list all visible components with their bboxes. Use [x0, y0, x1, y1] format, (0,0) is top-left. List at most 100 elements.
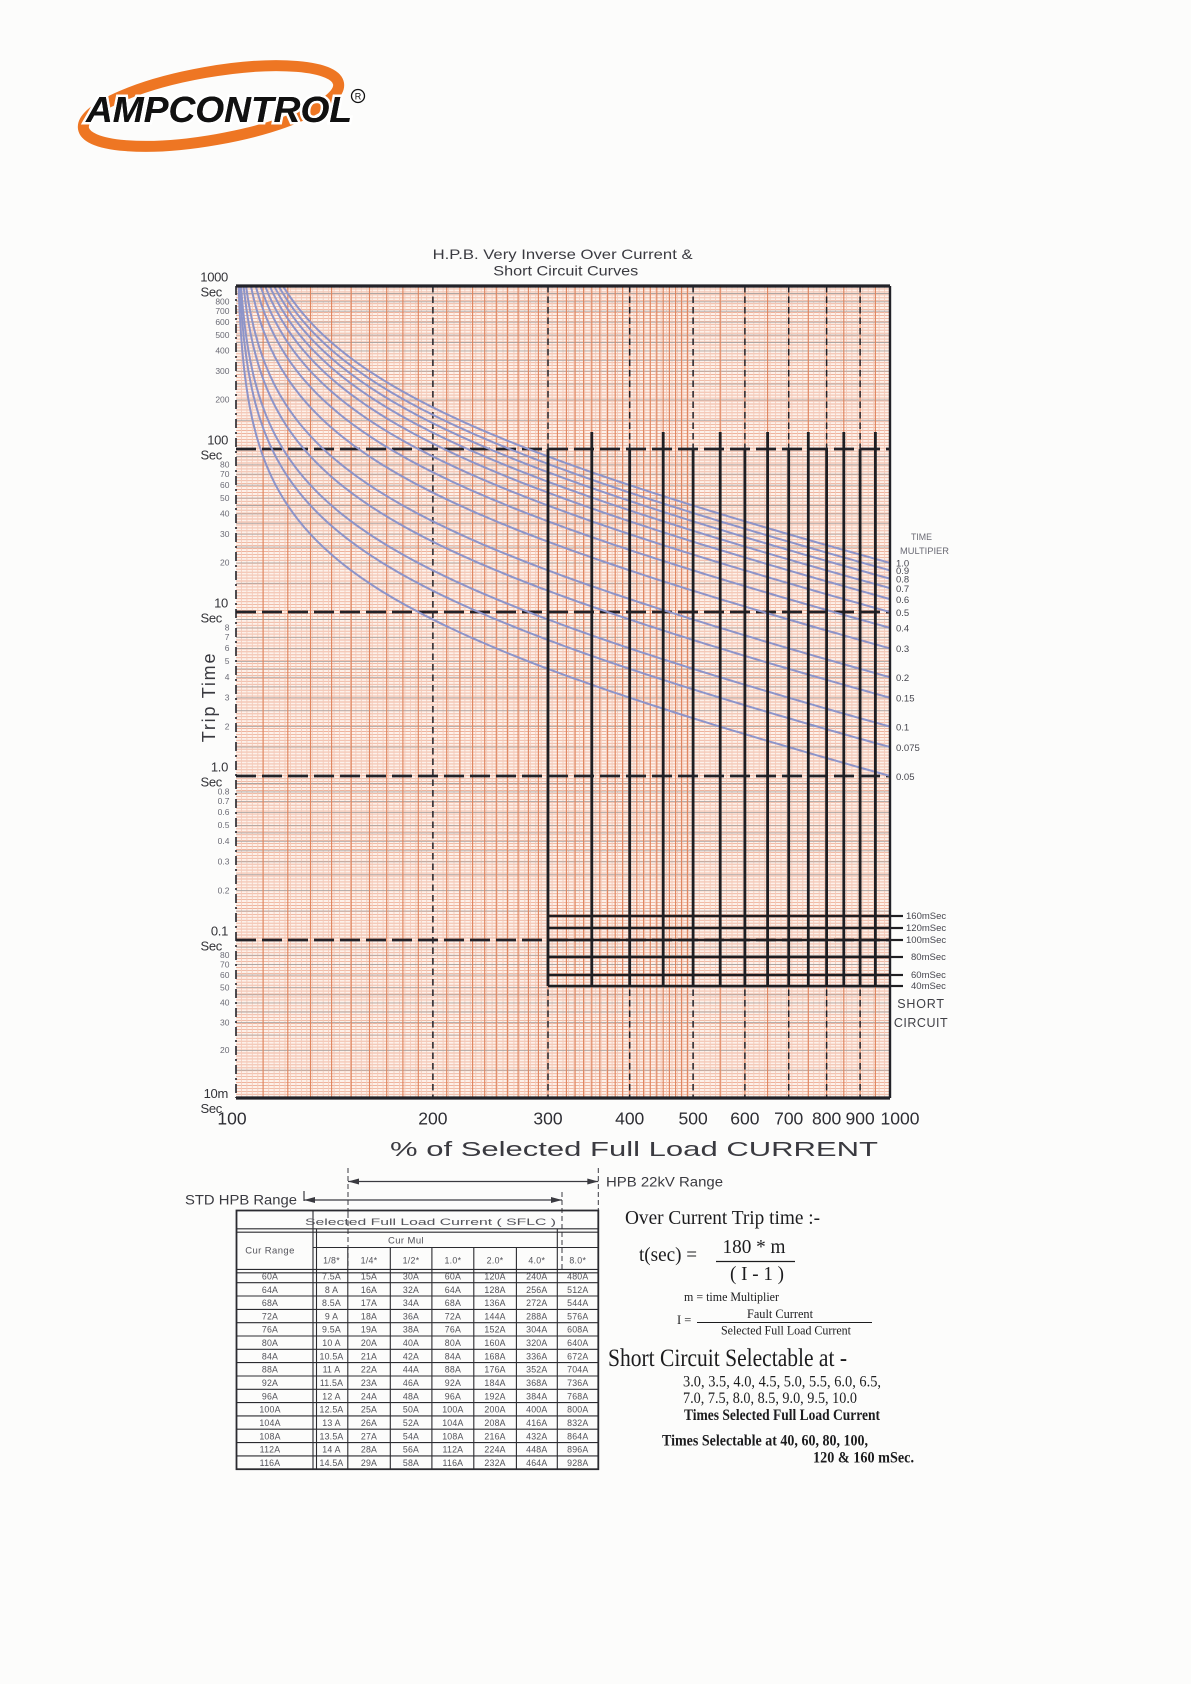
svg-text:104A: 104A — [442, 1418, 463, 1428]
svg-text:17A: 17A — [361, 1298, 377, 1308]
svg-text:12 A: 12 A — [322, 1391, 340, 1401]
svg-text:Sec: Sec — [200, 1101, 222, 1116]
svg-text:800: 800 — [812, 1109, 841, 1129]
svg-text:30: 30 — [220, 1017, 230, 1027]
svg-text:68A: 68A — [445, 1298, 461, 1308]
svg-text:80: 80 — [220, 460, 230, 470]
svg-text:Selected Full Load Current: Selected Full Load Current — [721, 1324, 852, 1338]
svg-text:500: 500 — [215, 330, 229, 340]
svg-text:76A: 76A — [445, 1325, 461, 1335]
svg-text:100A: 100A — [259, 1405, 280, 1415]
svg-text:0.5: 0.5 — [218, 820, 230, 830]
svg-text:40: 40 — [220, 998, 230, 1008]
svg-text:400: 400 — [615, 1109, 644, 1129]
svg-text:3.0, 3.5, 4.0, 4.5, 5.0, 5.5,: 3.0, 3.5, 4.0, 4.5, 5.0, 5.5, 6.0, 6.5, — [683, 1374, 881, 1391]
svg-text:0.1: 0.1 — [211, 924, 228, 939]
svg-text:232A: 232A — [484, 1458, 505, 1468]
svg-text:2.0*: 2.0* — [487, 1256, 504, 1266]
svg-text:72A: 72A — [262, 1311, 278, 1321]
svg-text:13 A: 13 A — [322, 1418, 340, 1428]
svg-text:3: 3 — [225, 693, 230, 703]
svg-text:60A: 60A — [262, 1272, 278, 1282]
svg-text:200A: 200A — [484, 1405, 505, 1415]
svg-text:Short Circuit Selectable at -: Short Circuit Selectable at - — [608, 1343, 847, 1372]
svg-text:7: 7 — [225, 632, 230, 642]
svg-text:32A: 32A — [403, 1285, 419, 1295]
svg-text:60: 60 — [220, 480, 230, 490]
svg-text:700: 700 — [215, 306, 229, 316]
svg-text:704A: 704A — [567, 1365, 588, 1375]
svg-text:14 A: 14 A — [322, 1445, 340, 1455]
svg-text:116A: 116A — [443, 1458, 464, 1468]
svg-text:34A: 34A — [403, 1298, 419, 1308]
svg-text:52A: 52A — [403, 1418, 419, 1428]
svg-text:m = time Multiplier: m = time Multiplier — [684, 1290, 780, 1304]
svg-text:25A: 25A — [361, 1405, 377, 1415]
svg-text:700: 700 — [774, 1109, 803, 1129]
svg-text:0.7: 0.7 — [218, 796, 230, 806]
svg-text:184A: 184A — [484, 1378, 505, 1388]
svg-text:Sec: Sec — [200, 448, 222, 463]
svg-text:I =: I = — [677, 1313, 691, 1327]
svg-text:12.5A: 12.5A — [320, 1405, 344, 1415]
svg-text:0.05: 0.05 — [896, 772, 915, 783]
svg-text:100: 100 — [207, 433, 228, 448]
svg-text:t(sec) =: t(sec) = — [639, 1244, 697, 1266]
svg-text:10.5A: 10.5A — [320, 1351, 344, 1361]
svg-text:384A: 384A — [526, 1391, 547, 1401]
svg-text:18A: 18A — [361, 1311, 377, 1321]
svg-text:Times Selected Full Load Curre: Times Selected Full Load Current — [684, 1407, 881, 1424]
svg-text:Sec: Sec — [200, 611, 222, 626]
svg-text:23A: 23A — [361, 1378, 377, 1388]
svg-text:15A: 15A — [361, 1272, 377, 1282]
svg-text:60A: 60A — [445, 1272, 461, 1282]
svg-text:88A: 88A — [262, 1365, 278, 1375]
svg-text:768A: 768A — [567, 1391, 588, 1401]
svg-text:1/4*: 1/4* — [361, 1256, 378, 1266]
svg-text:6: 6 — [225, 643, 230, 653]
svg-text:7.5A: 7.5A — [322, 1272, 341, 1282]
svg-text:Sec: Sec — [200, 285, 222, 300]
svg-text:120mSec: 120mSec — [906, 923, 946, 934]
svg-text:8.0*: 8.0* — [569, 1256, 586, 1266]
svg-text:50: 50 — [220, 982, 230, 992]
svg-text:608A: 608A — [567, 1325, 588, 1335]
svg-text:60mSec: 60mSec — [911, 970, 946, 981]
svg-text:4.0*: 4.0* — [528, 1256, 545, 1266]
svg-text:152A: 152A — [484, 1325, 505, 1335]
svg-text:9 A: 9 A — [325, 1311, 338, 1321]
svg-text:22A: 22A — [361, 1365, 377, 1375]
svg-text:20A: 20A — [361, 1338, 377, 1348]
svg-text:928A: 928A — [567, 1458, 588, 1468]
svg-text:Fault Current: Fault Current — [747, 1307, 814, 1321]
svg-text:320A: 320A — [526, 1338, 547, 1348]
svg-text:7.0, 7.5, 8.0, 8.5, 9.0, 9.5,: 7.0, 7.5, 8.0, 8.5, 9.0, 9.5, 10.0 — [683, 1390, 857, 1407]
svg-text:168A: 168A — [484, 1351, 505, 1361]
svg-text:0.7: 0.7 — [896, 584, 909, 595]
svg-text:128A: 128A — [484, 1285, 505, 1295]
svg-text:68A: 68A — [262, 1298, 278, 1308]
svg-text:29A: 29A — [361, 1458, 377, 1468]
svg-text:8: 8 — [225, 623, 230, 633]
svg-text:Cur Range: Cur Range — [245, 1246, 295, 1257]
svg-text:300: 300 — [533, 1109, 562, 1129]
svg-text:1/2*: 1/2* — [403, 1256, 420, 1266]
svg-text:576A: 576A — [567, 1311, 588, 1321]
svg-text:400A: 400A — [526, 1405, 547, 1415]
svg-text:Sec: Sec — [200, 775, 222, 790]
svg-text:44A: 44A — [403, 1365, 419, 1375]
svg-text:108A: 108A — [442, 1431, 463, 1441]
svg-text:160mSec: 160mSec — [906, 911, 946, 922]
svg-text:0.8: 0.8 — [896, 575, 909, 586]
svg-text:512A: 512A — [567, 1285, 588, 1295]
svg-text:0.3: 0.3 — [218, 857, 230, 867]
svg-text:Times Selectable at 40, 60, 80: Times Selectable at 40, 60, 80, 100, — [662, 1433, 868, 1450]
svg-text:176A: 176A — [484, 1365, 505, 1375]
svg-text:800: 800 — [215, 297, 229, 307]
svg-text:50: 50 — [220, 493, 230, 503]
svg-text:736A: 736A — [567, 1378, 588, 1388]
svg-text:64A: 64A — [445, 1285, 461, 1295]
svg-text:40A: 40A — [403, 1338, 419, 1348]
svg-text:288A: 288A — [526, 1311, 547, 1321]
svg-text:336A: 336A — [526, 1351, 547, 1361]
